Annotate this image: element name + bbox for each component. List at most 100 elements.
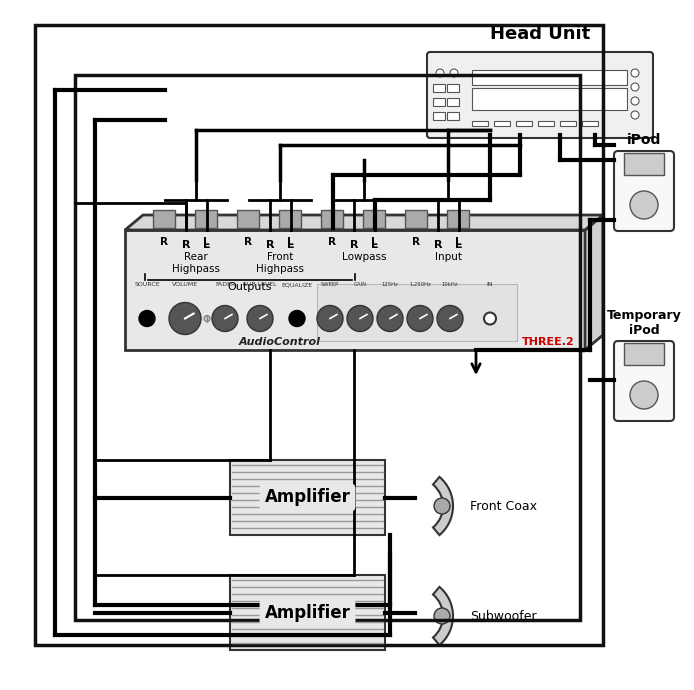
Text: L: L: [371, 237, 378, 247]
Text: Lowpass: Lowpass: [341, 252, 387, 262]
Text: Outputs: Outputs: [228, 282, 272, 292]
Text: iPod: iPod: [627, 133, 661, 147]
Circle shape: [377, 306, 403, 331]
Bar: [75, 75, 580, 620]
Circle shape: [347, 306, 373, 331]
Circle shape: [631, 83, 639, 91]
Circle shape: [630, 381, 658, 409]
Bar: [35, 25, 603, 645]
Bar: [447, 210, 469, 228]
Text: R: R: [412, 237, 420, 247]
Text: L: L: [287, 240, 294, 250]
Text: Front Coax: Front Coax: [470, 500, 537, 513]
Text: FADER: FADER: [215, 282, 235, 287]
Circle shape: [437, 306, 463, 331]
Text: 125Hz: 125Hz: [382, 282, 398, 287]
Bar: [516, 121, 532, 126]
Text: SOURCE: SOURCE: [134, 282, 160, 287]
Bar: [237, 210, 259, 228]
Bar: [447, 84, 459, 92]
Text: L: L: [203, 240, 210, 250]
Bar: [560, 121, 576, 126]
Circle shape: [631, 97, 639, 105]
Polygon shape: [125, 215, 603, 230]
Text: Amplifier: Amplifier: [264, 604, 350, 622]
Text: Highpass: Highpass: [172, 264, 220, 274]
Text: Highpass: Highpass: [256, 264, 304, 274]
Text: IN: IN: [486, 282, 493, 287]
Circle shape: [317, 306, 343, 331]
Bar: [472, 88, 627, 110]
Text: L: L: [371, 240, 378, 250]
Circle shape: [169, 302, 201, 335]
Text: L: L: [287, 237, 294, 247]
Bar: [195, 210, 217, 228]
Bar: [230, 575, 385, 650]
Bar: [153, 210, 175, 228]
Circle shape: [434, 608, 450, 624]
Bar: [317, 284, 517, 341]
Circle shape: [436, 69, 444, 77]
Text: Front: Front: [266, 252, 293, 262]
Bar: [433, 84, 445, 92]
Bar: [624, 343, 664, 365]
Polygon shape: [585, 215, 603, 350]
Bar: [494, 121, 510, 126]
Wedge shape: [433, 477, 453, 535]
Text: SUB LEVEL: SUB LEVEL: [243, 282, 277, 287]
Text: THREE.2: THREE.2: [523, 337, 575, 347]
Circle shape: [630, 191, 658, 219]
Circle shape: [434, 498, 450, 514]
Text: AudioControl: AudioControl: [239, 337, 321, 347]
Circle shape: [289, 310, 305, 326]
Bar: [321, 210, 343, 228]
Bar: [433, 98, 445, 106]
Text: R: R: [244, 237, 252, 247]
Bar: [472, 121, 488, 126]
Circle shape: [631, 69, 639, 77]
Circle shape: [484, 313, 496, 324]
FancyBboxPatch shape: [427, 52, 653, 138]
Text: Subwoofer: Subwoofer: [470, 609, 536, 622]
Bar: [447, 112, 459, 120]
Text: R: R: [182, 240, 190, 250]
Text: 1,250Hz: 1,250Hz: [409, 282, 431, 287]
Bar: [405, 210, 427, 228]
Text: Input: Input: [434, 252, 462, 262]
Circle shape: [631, 111, 639, 119]
Text: EQUALIZE: EQUALIZE: [282, 282, 312, 287]
Bar: [230, 460, 385, 535]
Bar: [363, 210, 385, 228]
Bar: [447, 98, 459, 106]
Text: GAIN: GAIN: [353, 282, 366, 287]
Text: SWEEP: SWEEP: [321, 282, 339, 287]
Text: Head Unit: Head Unit: [490, 25, 590, 43]
Circle shape: [212, 306, 238, 331]
Circle shape: [450, 69, 458, 77]
Circle shape: [139, 310, 155, 326]
Text: R: R: [350, 240, 358, 250]
FancyBboxPatch shape: [614, 341, 674, 421]
Text: L: L: [455, 237, 462, 247]
Circle shape: [204, 315, 210, 322]
Circle shape: [407, 306, 433, 331]
Text: Rear: Rear: [184, 252, 208, 262]
Text: L: L: [203, 237, 210, 247]
Text: Amplifier: Amplifier: [264, 489, 350, 506]
Text: R: R: [266, 240, 274, 250]
Text: Temporary
iPod: Temporary iPod: [607, 309, 682, 337]
Circle shape: [247, 306, 273, 331]
FancyBboxPatch shape: [614, 151, 674, 231]
Text: R: R: [328, 237, 336, 247]
Text: VOLUME: VOLUME: [172, 282, 198, 287]
Text: 10kHz: 10kHz: [442, 282, 458, 287]
Bar: [279, 210, 301, 228]
Bar: [433, 112, 445, 120]
Text: R: R: [160, 237, 168, 247]
Text: L: L: [455, 240, 462, 250]
Bar: [582, 121, 598, 126]
Text: R: R: [434, 240, 442, 250]
Bar: [472, 70, 627, 85]
Bar: [125, 230, 585, 350]
Wedge shape: [433, 587, 453, 645]
